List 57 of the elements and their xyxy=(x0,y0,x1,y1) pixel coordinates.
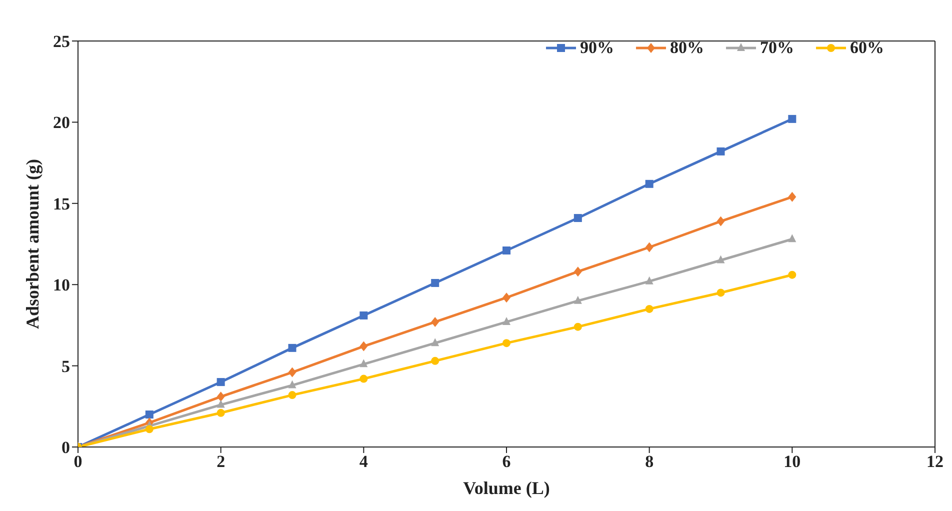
legend-label: 80% xyxy=(669,38,704,58)
point xyxy=(645,180,654,188)
point xyxy=(716,288,725,297)
x-tick-label: 0 xyxy=(74,452,82,472)
point xyxy=(502,316,510,325)
point xyxy=(788,192,796,202)
x-tick-label: 2 xyxy=(216,452,226,472)
point xyxy=(502,246,510,254)
point xyxy=(574,296,582,304)
point xyxy=(360,374,368,383)
point xyxy=(788,234,796,242)
x-tick-label: 4 xyxy=(359,452,368,472)
x-tick-label: 6 xyxy=(502,452,511,472)
x-tick-label: 12 xyxy=(926,452,944,472)
point xyxy=(574,266,582,277)
y-tick-label: 20 xyxy=(53,113,70,132)
point xyxy=(788,114,796,123)
point xyxy=(431,278,440,287)
point xyxy=(216,400,225,408)
point xyxy=(502,339,510,348)
point xyxy=(788,270,796,279)
point xyxy=(288,344,296,352)
legend-label: 70% xyxy=(759,38,794,58)
point xyxy=(431,316,440,327)
legend-label: 90% xyxy=(579,38,614,58)
point xyxy=(288,367,296,378)
point xyxy=(716,255,725,264)
point xyxy=(216,378,225,386)
point xyxy=(360,359,368,368)
y-axis-title: Adsorbent amount (g) xyxy=(22,158,42,330)
y-tick-label: 10 xyxy=(53,276,70,295)
point xyxy=(645,276,654,284)
point xyxy=(431,338,440,346)
point xyxy=(288,380,296,388)
y-tick-label: 0 xyxy=(62,438,70,458)
y-tick-label: 5 xyxy=(62,356,70,376)
y-tick-label: 25 xyxy=(53,32,70,52)
point xyxy=(502,292,510,303)
legend-label: 60% xyxy=(849,38,884,58)
point xyxy=(431,356,440,365)
x-tick-label: 8 xyxy=(645,452,654,472)
point xyxy=(645,242,654,252)
point xyxy=(216,392,225,402)
point xyxy=(574,214,582,222)
point xyxy=(360,341,368,352)
point xyxy=(145,410,154,419)
point xyxy=(716,147,725,156)
point xyxy=(645,304,654,313)
y-tick-label: 15 xyxy=(53,194,70,214)
point xyxy=(288,391,296,400)
x-axis-title: Volume (L) xyxy=(463,478,550,498)
point xyxy=(574,322,582,331)
point xyxy=(716,216,725,226)
point xyxy=(216,408,225,417)
point xyxy=(145,425,154,434)
x-tick-label: 10 xyxy=(784,452,801,472)
point xyxy=(360,311,368,320)
